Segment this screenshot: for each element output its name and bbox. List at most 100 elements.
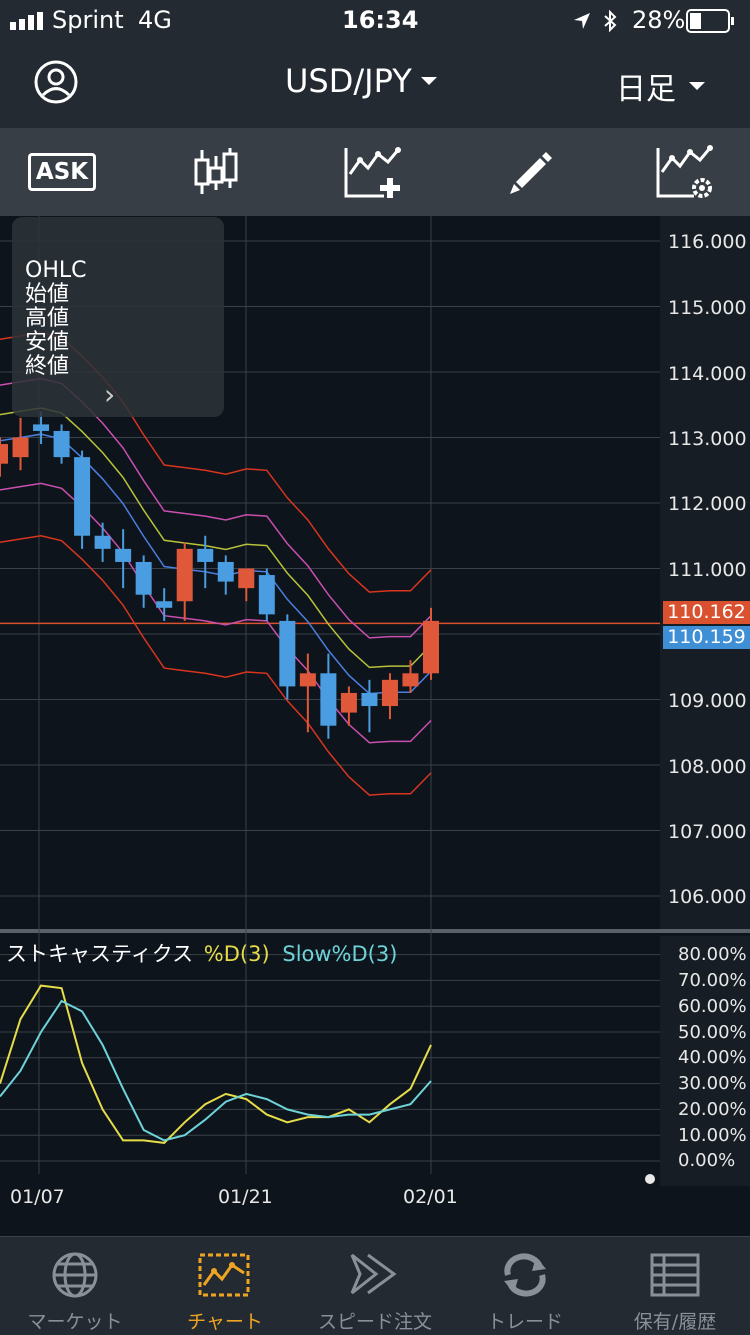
nav-speed-order-label: スピード注文 xyxy=(317,1311,432,1333)
candle-body xyxy=(381,679,398,707)
moving-average-short xyxy=(0,433,432,695)
nav-chart-label: チャート xyxy=(187,1311,263,1333)
pair-selector[interactable]: USD/JPY xyxy=(285,62,438,100)
stoch-axis-panel xyxy=(660,936,750,1186)
header-bar: USD/JPY 日足 xyxy=(0,42,750,128)
scroll-indicator xyxy=(645,1174,655,1184)
stoch-axis-label: 30.00% xyxy=(678,1073,747,1094)
stoch-axis-label: 0.00% xyxy=(678,1150,736,1171)
nav-speed-order[interactable]: スピード注文 xyxy=(300,1237,450,1335)
ohlc-high-label: 高値 xyxy=(25,306,70,331)
price-axis-label: 107.000 xyxy=(668,821,747,843)
candle-body xyxy=(217,561,234,582)
candle-body xyxy=(279,620,296,687)
status-bar: Sprint 4G 16:34 28% xyxy=(0,0,750,42)
stoch-d-label: %D(3) xyxy=(203,942,270,966)
nav-market-label: マーケット xyxy=(27,1311,123,1333)
candle-body xyxy=(135,561,152,595)
ask-bid-toggle[interactable]: ASK xyxy=(27,144,97,200)
bottom-nav: マーケット チャート スピード注文 トレード 保有/履歴 xyxy=(0,1236,750,1335)
stoch-d-line xyxy=(0,984,432,1144)
signal-icon xyxy=(10,12,43,30)
candle-body xyxy=(0,444,8,464)
candle-body xyxy=(115,548,132,562)
carrier-label: Sprint xyxy=(52,6,124,34)
draw-tool-button[interactable] xyxy=(498,144,562,200)
bid-price-tag: 110.159 xyxy=(663,626,750,649)
pencil-icon xyxy=(510,152,552,194)
ask-badge: ASK xyxy=(27,153,97,191)
stoch-slow-label: Slow%D(3) xyxy=(282,942,398,966)
caret-down-icon xyxy=(689,82,705,90)
list-icon xyxy=(650,1253,700,1297)
globe-icon xyxy=(52,1252,98,1298)
candle-body xyxy=(402,673,419,687)
ohlc-open-label: 始値 xyxy=(25,282,70,307)
date-label: 01/07 xyxy=(10,1186,65,1208)
stoch-axis-label: 40.00% xyxy=(678,1047,747,1068)
candle-body xyxy=(340,692,357,713)
price-axis-label: 111.000 xyxy=(668,559,747,581)
price-axis-label: 109.000 xyxy=(668,690,747,712)
candle-body xyxy=(197,548,214,562)
moving-average-line xyxy=(0,407,432,669)
candle-body xyxy=(74,457,91,536)
pair-label: USD/JPY xyxy=(285,62,412,100)
battery-icon xyxy=(686,9,734,33)
candle-body xyxy=(156,601,173,608)
candle-body xyxy=(258,575,275,615)
date-label: 02/01 xyxy=(403,1186,458,1208)
nav-positions[interactable]: 保有/履歴 xyxy=(600,1237,750,1335)
price-axis-label: 113.000 xyxy=(668,428,747,450)
ohlc-expand-arrow[interactable]: › xyxy=(104,378,116,411)
candle-body xyxy=(53,430,70,458)
candle-body xyxy=(238,568,255,589)
chart-icon xyxy=(198,1253,250,1297)
price-axis-label: 112.000 xyxy=(668,493,747,515)
ask-price-tag: 110.162 xyxy=(663,601,750,624)
bollinger-lower-1 xyxy=(0,482,432,744)
network-label: 4G xyxy=(138,6,172,34)
bollinger-upper-1 xyxy=(0,377,432,639)
stoch-axis-label: 80.00% xyxy=(678,944,747,965)
account-icon[interactable] xyxy=(34,60,78,104)
ohlc-panel[interactable]: OHLC 始値 高値 安値 終値 › xyxy=(12,217,224,417)
stoch-legend: ストキャスティクス %D(3) Slow%D(3) xyxy=(6,938,397,968)
ohlc-title: OHLC xyxy=(25,258,87,283)
ask-label: ASK xyxy=(35,159,89,185)
chart-type-button[interactable] xyxy=(184,144,248,200)
candle-body xyxy=(94,535,111,549)
clock-label: 16:34 xyxy=(342,6,419,34)
price-axis-label: 116.000 xyxy=(668,231,747,253)
timeframe-selector[interactable]: 日足 xyxy=(616,64,706,108)
bluetooth-icon xyxy=(604,9,617,33)
stoch-axis-label: 70.00% xyxy=(678,970,747,991)
price-chart[interactable] xyxy=(0,216,750,1236)
stoch-axis-label: 60.00% xyxy=(678,996,747,1017)
fast-forward-icon xyxy=(350,1253,397,1295)
caret-down-icon xyxy=(420,77,437,85)
exchange-arrows-icon xyxy=(504,1253,546,1297)
chart-settings-icon xyxy=(656,145,713,198)
candle-body xyxy=(361,692,378,707)
add-indicator-icon xyxy=(344,147,401,198)
indicator-settings-button[interactable] xyxy=(652,144,716,200)
chart-toolbar: ASK xyxy=(0,128,750,216)
location-icon xyxy=(574,13,590,29)
bollinger-lower-2 xyxy=(0,535,432,796)
price-axis-label: 115.000 xyxy=(668,297,747,319)
nav-chart[interactable]: チャート xyxy=(150,1237,300,1335)
nav-trade[interactable]: トレード xyxy=(450,1237,600,1335)
candlestick-icon xyxy=(194,148,238,194)
price-axis-label: 108.000 xyxy=(668,756,747,778)
price-axis-panel xyxy=(660,216,750,930)
add-indicator-button[interactable] xyxy=(340,144,404,200)
stoch-slow-line xyxy=(0,999,432,1142)
stoch-title: ストキャスティクス xyxy=(6,942,194,966)
nav-market[interactable]: マーケット xyxy=(0,1237,150,1335)
candle-body xyxy=(176,548,193,602)
candle-body xyxy=(423,620,439,674)
ohlc-close-label: 終値 xyxy=(25,354,70,379)
nav-positions-label: 保有/履歴 xyxy=(633,1311,717,1333)
nav-trade-label: トレード xyxy=(486,1311,563,1333)
